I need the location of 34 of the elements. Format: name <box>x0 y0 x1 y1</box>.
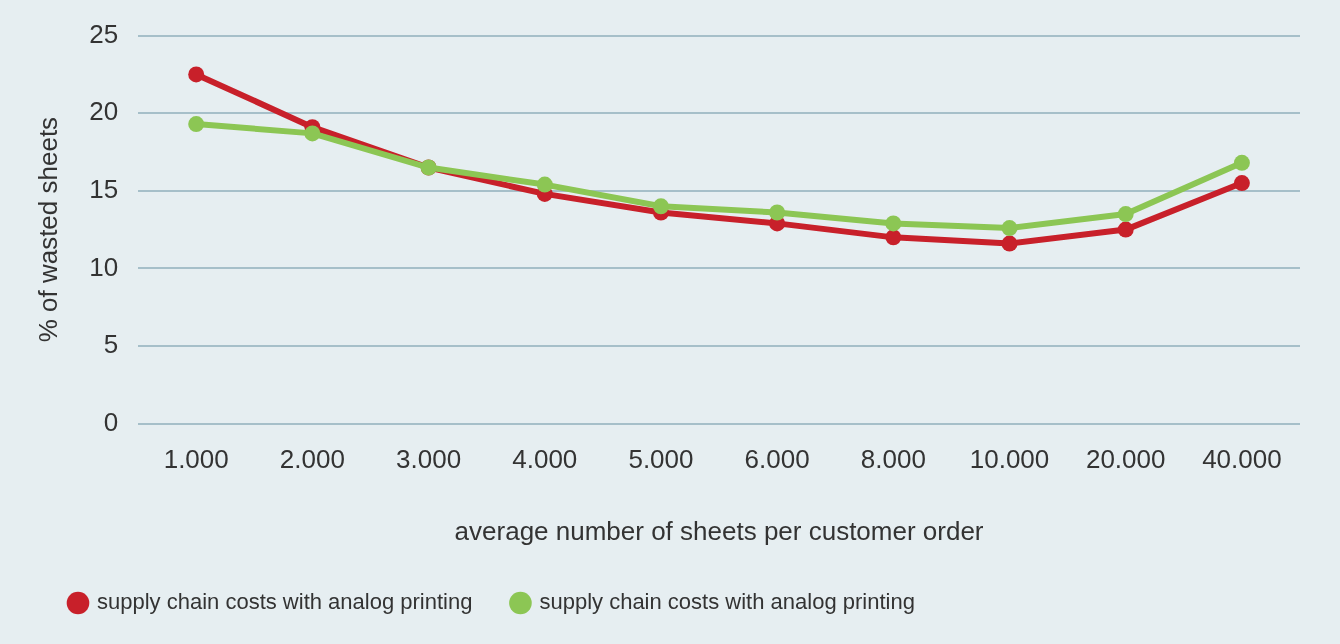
y-tick-label: 15 <box>89 173 119 204</box>
x-tick-label: 40.000 <box>1202 444 1282 475</box>
point <box>652 198 669 215</box>
x-tick-label: 10.000 <box>969 444 1050 475</box>
x-tick-label: 2.000 <box>279 444 345 475</box>
point <box>304 125 321 142</box>
point <box>1001 235 1018 252</box>
y-tick-label: 25 <box>89 18 119 49</box>
point <box>885 215 902 232</box>
y-tick-label: 5 <box>103 329 119 360</box>
point <box>1233 175 1250 192</box>
point <box>1001 220 1018 237</box>
point <box>1233 154 1250 171</box>
x-tick-label: 6.000 <box>744 444 810 475</box>
y-tick-label: 0 <box>103 406 119 437</box>
x-tick-label: 3.000 <box>396 444 462 475</box>
x-tick-label: 20.000 <box>1085 444 1166 475</box>
x-tick-label: 5.000 <box>628 444 694 475</box>
point <box>769 204 786 221</box>
x-tick-label: 1.000 <box>163 444 229 475</box>
legend-label: supply chain costs with analog printing <box>97 589 473 615</box>
y-axis-title: % of wasted sheets <box>32 116 63 343</box>
point <box>1117 221 1134 238</box>
point <box>188 116 205 133</box>
x-axis-title: average number of sheets per customer order <box>454 515 984 546</box>
x-tick-label: 4.000 <box>512 444 578 475</box>
x-tick-label: 8.000 <box>860 444 926 475</box>
y-tick-label: 10 <box>89 251 119 282</box>
y-tick-label: 20 <box>89 96 119 127</box>
legend-label: supply chain costs with analog printing <box>539 589 915 615</box>
point <box>536 176 553 193</box>
point <box>885 229 902 246</box>
point <box>188 66 205 83</box>
point <box>1117 206 1134 223</box>
